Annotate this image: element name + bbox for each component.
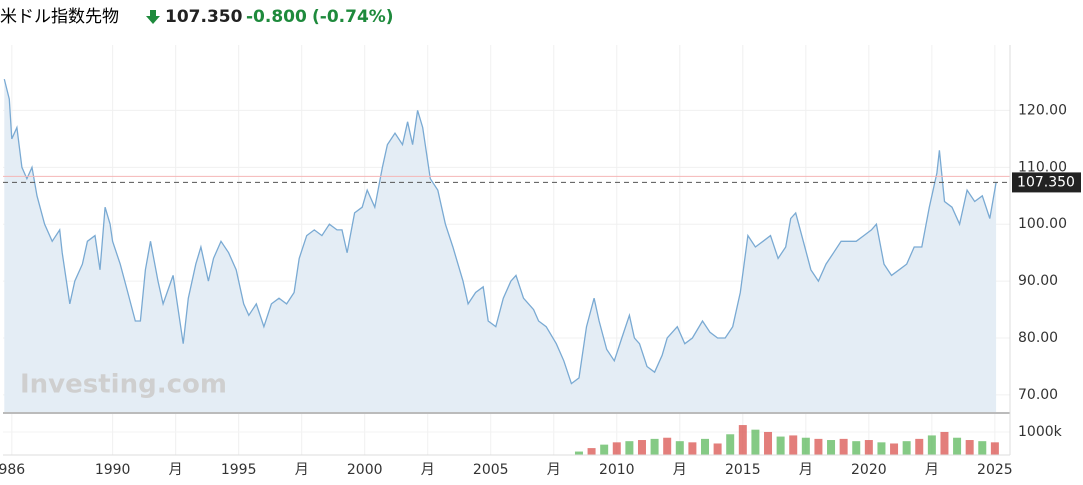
chart-title: 米ドル指数先物 bbox=[0, 7, 119, 27]
price: 107.350 bbox=[165, 7, 243, 27]
x-tick-label: 1995 bbox=[221, 462, 257, 478]
x-tick-label: 月 bbox=[421, 462, 435, 478]
volume-bar bbox=[978, 441, 987, 455]
last-price-box bbox=[1012, 172, 1081, 193]
volume-bar bbox=[751, 429, 760, 455]
volume-bar bbox=[738, 425, 747, 455]
x-tick-label: 月 bbox=[673, 462, 687, 478]
volume-bar bbox=[890, 443, 899, 455]
volume-bar bbox=[574, 451, 583, 455]
volume-bar bbox=[587, 448, 596, 455]
volume-bar bbox=[726, 434, 735, 455]
volume-bar bbox=[701, 438, 710, 455]
volume-bar bbox=[927, 435, 936, 455]
volume-bar bbox=[990, 442, 999, 455]
x-tick-label: 2005 bbox=[473, 462, 509, 478]
volume-bar bbox=[852, 441, 861, 455]
volume-bar bbox=[877, 442, 886, 455]
x-tick-label: 月 bbox=[799, 462, 813, 478]
line bbox=[3, 78, 997, 385]
x-tick-label: 2015 bbox=[725, 462, 761, 478]
volume-bar bbox=[688, 442, 697, 455]
volume-bar bbox=[814, 438, 823, 455]
y-tick-label: 110.00 bbox=[1018, 159, 1067, 175]
volume-bar bbox=[776, 436, 785, 455]
down-arrow bbox=[146, 10, 160, 24]
volume-bar bbox=[675, 441, 684, 455]
volume-bar bbox=[600, 444, 609, 455]
y-tick-label: 120.00 bbox=[1018, 102, 1067, 118]
volume-bar bbox=[915, 438, 924, 455]
volume-bar bbox=[965, 440, 974, 455]
y-tick-label: 100.00 bbox=[1018, 216, 1067, 232]
x-tick-label: 2025 bbox=[977, 462, 1013, 478]
x-tick-label: 月 bbox=[295, 462, 309, 478]
x-tick-label: 986 bbox=[0, 462, 25, 478]
volume-bar bbox=[953, 437, 962, 455]
x-tick-label: 2000 bbox=[347, 462, 383, 478]
change: -0.800 bbox=[246, 7, 307, 27]
x-tick-label: 月 bbox=[925, 462, 939, 478]
x-tick-label: 2020 bbox=[851, 462, 887, 478]
last-price-label: 107.350 bbox=[1017, 174, 1075, 190]
watermark: Investing.com bbox=[20, 370, 227, 400]
y-tick-label: 80.00 bbox=[1018, 330, 1058, 346]
volume-bar bbox=[650, 438, 659, 455]
volume-bar bbox=[612, 442, 621, 455]
change-pct: (-0.74%) bbox=[312, 7, 394, 27]
x-tick-label: 2010 bbox=[599, 462, 635, 478]
plot: 70.00 80.00 90.00 100.00 110.00 120.00 986 1990… bbox=[0, 45, 1081, 478]
x-tick-label: 月 bbox=[547, 462, 561, 478]
volume-bar bbox=[625, 441, 634, 455]
volume-bar bbox=[902, 441, 911, 455]
volume-bar bbox=[637, 440, 646, 455]
volume-bar bbox=[789, 435, 798, 455]
volume-bar bbox=[713, 443, 722, 455]
volume-bar bbox=[839, 438, 848, 455]
volume-tick-label: 1000k bbox=[1018, 424, 1063, 440]
volume-bar bbox=[663, 437, 672, 455]
volume-bar bbox=[864, 440, 873, 455]
volume-bar bbox=[940, 431, 949, 455]
volume-bar bbox=[764, 431, 773, 455]
y-tick-label: 70.00 bbox=[1018, 387, 1058, 403]
volume-bar bbox=[801, 437, 810, 455]
x-tick-label: 月 bbox=[169, 462, 183, 478]
area bbox=[4, 79, 997, 412]
x-tick-label: 1990 bbox=[95, 462, 131, 478]
volume-bar bbox=[827, 440, 836, 455]
y-tick-label: 90.00 bbox=[1018, 273, 1058, 289]
